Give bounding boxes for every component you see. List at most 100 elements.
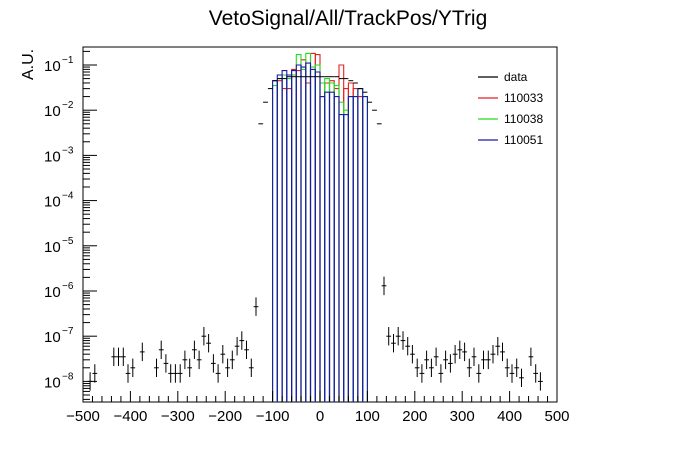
x-tick-label: −500 bbox=[66, 408, 100, 425]
bin-110038 bbox=[305, 52, 312, 402]
x-axis: −500 −400 −300 −200 −100 0 100 200 300 400 500 bbox=[66, 391, 570, 425]
data-points bbox=[87, 76, 543, 391]
bin-110051 bbox=[333, 96, 340, 402]
bin-110051 bbox=[319, 96, 326, 402]
bin-110038 bbox=[272, 85, 278, 402]
y-tick-exponent: −8 bbox=[62, 371, 74, 382]
x-tick-label: −300 bbox=[161, 408, 195, 425]
bin-110051 bbox=[281, 70, 288, 402]
y-tick-exponent: −7 bbox=[62, 326, 74, 337]
bin-110051 bbox=[314, 71, 321, 402]
x-tick-label: −400 bbox=[114, 408, 148, 425]
bin-110051 bbox=[291, 70, 297, 402]
bin-110033 bbox=[333, 88, 340, 402]
y-tick-exponent: −4 bbox=[62, 191, 74, 202]
bin-110051 bbox=[362, 96, 368, 402]
bin-110038 bbox=[314, 64, 321, 402]
bin-110051 bbox=[305, 62, 312, 402]
bin-110033 bbox=[352, 88, 359, 402]
bin-110033 bbox=[328, 80, 335, 402]
bin-110038 bbox=[295, 54, 302, 402]
x-tick-label: −100 bbox=[256, 408, 290, 425]
bin-110051 bbox=[300, 66, 307, 402]
bin-110051 bbox=[309, 68, 316, 402]
bin-110033 bbox=[276, 80, 283, 402]
bin-110038 bbox=[276, 78, 283, 402]
bin-110033 bbox=[286, 88, 293, 402]
y-tick-label: 10 bbox=[44, 148, 61, 165]
bin-110038 bbox=[357, 88, 364, 402]
bin-110038 bbox=[352, 96, 359, 402]
bin-110038 bbox=[286, 78, 293, 402]
y-tick-exponent: −3 bbox=[62, 145, 74, 156]
bin-110051 bbox=[324, 91, 331, 402]
y-tick-label: 10 bbox=[44, 103, 61, 120]
bin-110033 bbox=[319, 96, 326, 402]
bin-110038 bbox=[343, 109, 349, 402]
bin-110051 bbox=[357, 88, 364, 402]
legend-label-110051: 110051 bbox=[504, 133, 543, 147]
series-data bbox=[87, 76, 543, 391]
x-tick-label: 400 bbox=[497, 408, 522, 425]
y-tick-label: 10 bbox=[44, 329, 61, 346]
bin-110033 bbox=[347, 82, 354, 402]
bin-110051 bbox=[272, 80, 278, 402]
bin-110033 bbox=[357, 96, 364, 402]
bin-110033 bbox=[309, 52, 316, 402]
y-tick-label: 10 bbox=[44, 58, 61, 75]
legend-label-110033: 110033 bbox=[504, 91, 543, 105]
legend: data 110033 110038 110051 bbox=[478, 70, 543, 147]
y-axis: 10−810−710−610−510−410−310−210−1 bbox=[44, 50, 97, 400]
bin-110033 bbox=[295, 70, 302, 402]
x-tick-label: 500 bbox=[544, 408, 569, 425]
bin-110038 bbox=[347, 96, 354, 402]
bin-110033 bbox=[300, 59, 307, 402]
bin-110033 bbox=[281, 88, 288, 402]
bin-110051 bbox=[328, 91, 335, 402]
bin-110038 bbox=[324, 78, 331, 402]
bin-110038 bbox=[300, 68, 307, 402]
legend-label-110038: 110038 bbox=[504, 112, 543, 126]
y-tick-exponent: −5 bbox=[62, 236, 74, 247]
y-tick-label: 10 bbox=[44, 194, 61, 211]
bin-110033 bbox=[291, 68, 297, 402]
x-tick-label: 200 bbox=[402, 408, 427, 425]
bin-110051 bbox=[343, 114, 349, 402]
y-tick-exponent: −2 bbox=[62, 100, 74, 111]
bin-110033 bbox=[324, 82, 331, 402]
x-tick-label: 0 bbox=[316, 408, 324, 425]
chart-title: VetoSignal/All/TrackPos/YTrig bbox=[209, 7, 488, 30]
bin-110033 bbox=[305, 82, 312, 402]
bin-110038 bbox=[333, 85, 340, 402]
bin-110033 bbox=[343, 88, 349, 402]
x-tick-label: −200 bbox=[208, 408, 242, 425]
legend-label-data: data bbox=[504, 70, 528, 84]
bin-110051 bbox=[347, 96, 354, 402]
x-tick-label: 100 bbox=[355, 408, 380, 425]
y-tick-exponent: −1 bbox=[62, 55, 74, 66]
bin-110038 bbox=[309, 66, 316, 402]
y-tick-label: 10 bbox=[44, 374, 61, 391]
bin-110051 bbox=[338, 114, 345, 402]
bin-110051 bbox=[352, 96, 359, 402]
bin-110051 bbox=[286, 74, 293, 402]
bin-110038 bbox=[319, 82, 326, 402]
series-110051 bbox=[272, 62, 368, 402]
y-tick-label: 10 bbox=[44, 239, 61, 256]
bin-110038 bbox=[338, 101, 345, 402]
y-tick-label: 10 bbox=[44, 284, 61, 301]
bin-110038 bbox=[291, 74, 297, 402]
bin-110038 bbox=[328, 82, 335, 402]
bin-110033 bbox=[338, 64, 345, 402]
histogram-bins bbox=[272, 52, 368, 402]
bin-110038 bbox=[281, 74, 288, 402]
bin-110051 bbox=[295, 64, 302, 402]
bin-110051 bbox=[276, 74, 283, 402]
y-axis-title: A.U. bbox=[20, 49, 37, 80]
bin-110033 bbox=[314, 54, 321, 402]
bin-110038 bbox=[362, 96, 368, 402]
y-tick-exponent: −6 bbox=[62, 281, 74, 292]
x-tick-label: 300 bbox=[450, 408, 475, 425]
